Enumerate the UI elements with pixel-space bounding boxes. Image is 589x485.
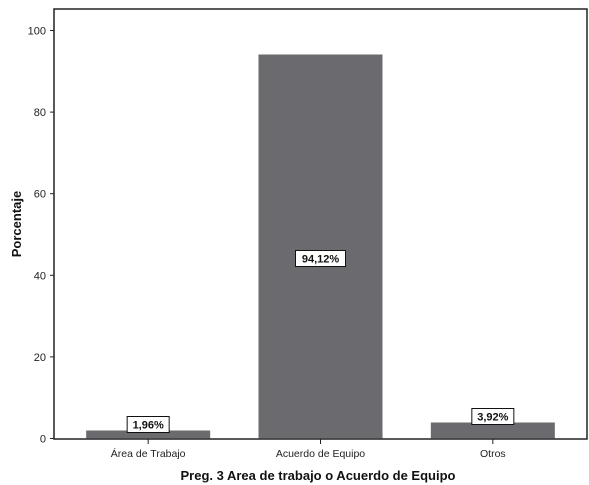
- y-tick-label: 80: [34, 107, 46, 119]
- y-axis: 0 20 40 60 80 100: [28, 26, 54, 446]
- y-tick-label: 60: [34, 189, 46, 201]
- y-tick-label: 20: [34, 352, 46, 364]
- data-label: 1,96%: [133, 420, 164, 432]
- x-axis-title: Preg. 3 Area de trabajo o Acuerdo de Equ…: [181, 468, 456, 483]
- bar: [430, 422, 555, 439]
- bars: [86, 54, 555, 439]
- y-tick-label: 100: [28, 26, 46, 38]
- x-tick-label: Acuerdo de Equipo: [276, 448, 365, 460]
- x-tick-label: Otros: [480, 448, 506, 460]
- data-label-box: [295, 249, 346, 267]
- data-label-box: [126, 416, 170, 434]
- x-tick-label: Área de Trabajo: [111, 447, 186, 460]
- y-tick-label: 0: [40, 434, 46, 446]
- data-labels: 1,96% 94,12% 3,92%: [126, 249, 515, 434]
- bar: [258, 54, 383, 439]
- data-label-box: [471, 408, 515, 426]
- y-axis-title: Porcentaje: [9, 191, 24, 257]
- y-tick-label: 40: [34, 270, 46, 282]
- bar: [86, 430, 211, 439]
- data-label: 3,92%: [477, 412, 508, 424]
- data-label: 94,12%: [302, 253, 340, 265]
- x-axis: Área de Trabajo Acuerdo de Equipo Otros: [111, 439, 506, 460]
